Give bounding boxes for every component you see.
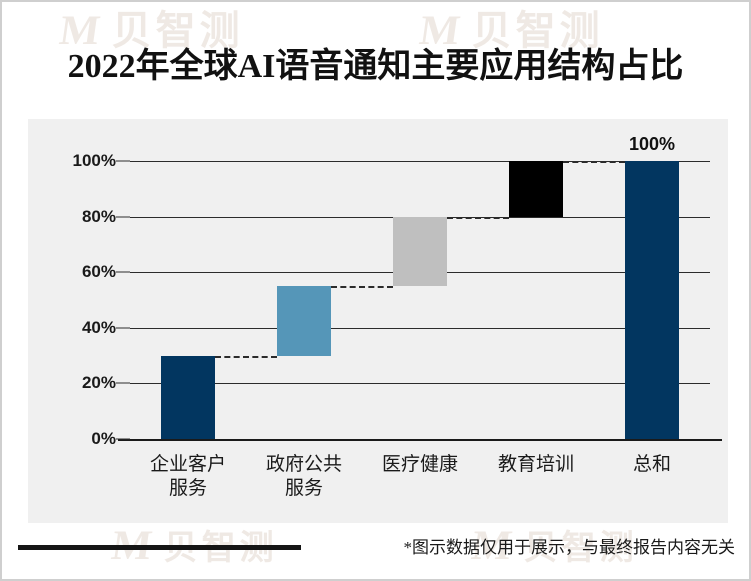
chart-bar[interactable] (277, 286, 331, 356)
x-axis-label: 政府公共服务 (265, 454, 342, 500)
footer-divider (18, 545, 301, 550)
y-axis-label: 40% (81, 317, 116, 337)
waterfall-connector (447, 216, 509, 219)
waterfall-connector (563, 161, 625, 163)
chart-bar[interactable] (393, 216, 447, 287)
waterfall-connector (331, 286, 393, 289)
y-axis-tick (116, 438, 130, 440)
x-axis-line (118, 439, 722, 441)
y-axis-tick (116, 160, 130, 162)
bar-value-label: 100% (628, 134, 676, 154)
x-axis-label: 医疗健康 (381, 454, 458, 475)
page-title: 2022年全球AI语音通知主要应用结构占比 (67, 48, 684, 85)
gridline (130, 161, 710, 162)
chart-bar-total[interactable] (625, 161, 679, 439)
footer: *图示数据仅用于展示，与最终报告内容无关 (2, 533, 749, 557)
chart-panel: 0% 20% 40% 60% 80% 100% 企业客户服务 政府公共服务 医疗健康 教育培训 10… (28, 119, 728, 523)
chart-plot-area: 0% 20% 40% 60% 80% 100% 企业客户服务 政府公共服务 医疗健康 教育培训 10… (73, 134, 722, 499)
gridline (130, 383, 710, 385)
x-axis-label: 总和 (632, 454, 671, 475)
chart-bar[interactable] (509, 161, 563, 217)
x-axis-label: 教育培训 (497, 454, 574, 475)
waterfall-connector (215, 355, 277, 358)
y-axis-label: 100% (72, 151, 116, 170)
y-axis-tick (116, 327, 130, 329)
y-axis-tick (116, 271, 130, 273)
y-axis-tick (116, 216, 130, 218)
gridline (130, 327, 710, 329)
x-axis-label: 企业客户服务 (149, 454, 226, 500)
chart-bar[interactable] (161, 355, 215, 439)
y-axis-label: 20% (81, 373, 116, 393)
y-axis-label: 0% (91, 429, 116, 448)
y-axis-label: 60% (81, 262, 116, 282)
footer-note: *图示数据仅用于展示，与最终报告内容无关 (403, 538, 736, 557)
y-axis-label: 80% (81, 206, 116, 226)
y-axis-tick (116, 382, 130, 384)
